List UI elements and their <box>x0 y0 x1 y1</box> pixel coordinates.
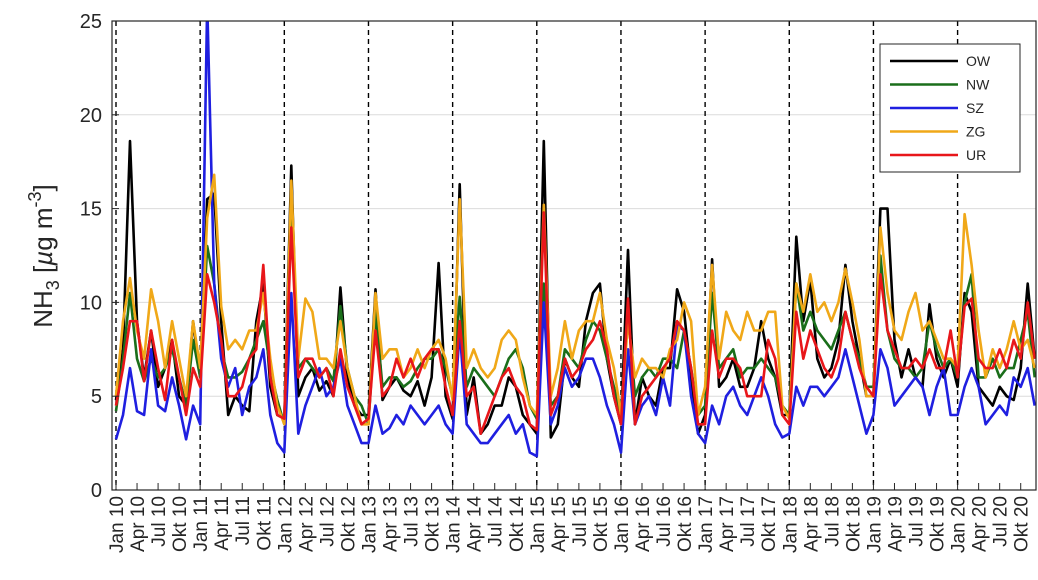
y-tick-label: 15 <box>80 199 102 221</box>
legend-label-ow: OW <box>966 53 991 69</box>
x-tick-label: Jul 15 <box>570 496 591 547</box>
x-tick-label: Apr 10 <box>128 496 149 552</box>
x-tick-label: Jul 18 <box>822 496 843 547</box>
x-tick-label: Apr 17 <box>717 496 738 552</box>
x-tick-label: Okt 16 <box>675 496 696 552</box>
x-tick-label: Apr 18 <box>801 496 822 552</box>
x-tick-label: Jan 19 <box>864 496 885 553</box>
x-tick-label: Okt 18 <box>843 496 864 552</box>
x-tick-label: Okt 12 <box>338 496 359 552</box>
x-tick-label: Apr 13 <box>381 496 402 552</box>
x-tick-label: Apr 14 <box>465 496 486 552</box>
x-tick-label: Jan 16 <box>612 496 633 553</box>
series-line-sz <box>114 21 1036 458</box>
y-tick-label: 10 <box>80 292 102 314</box>
x-tick-label: Apr 19 <box>885 496 906 552</box>
series-line-ur <box>114 211 1036 436</box>
x-tick-label: Jan 14 <box>444 496 465 553</box>
x-tick-label: Jul 16 <box>654 496 675 547</box>
x-tick-label: Jan 12 <box>275 496 296 553</box>
x-tick-label: Jul 13 <box>402 496 423 547</box>
x-tick-label: Okt 13 <box>423 496 444 552</box>
x-tick-label: Jan 11 <box>191 496 212 552</box>
x-tick-label: Okt 17 <box>759 496 780 552</box>
x-tick-label: Jul 17 <box>738 496 759 547</box>
y-axis-ticks: 0 5 10 15 20 25 <box>80 11 119 502</box>
legend-label-sz: SZ <box>966 100 984 116</box>
x-tick-label: Okt 14 <box>507 496 528 552</box>
x-tick-label: Jul 12 <box>317 496 338 547</box>
x-axis-ticks: Jan 10 Apr 10 Jul 10 Okt 10 Jan 11 Apr 11 Jul … <box>107 483 1033 553</box>
x-tick-label: Apr 15 <box>549 496 570 552</box>
x-tick-label: Apr 12 <box>296 496 317 552</box>
legend: OW NW SZ ZG UR <box>879 43 1021 173</box>
x-tick-label: Okt 10 <box>170 496 191 552</box>
x-tick-label: Jan 18 <box>780 496 801 553</box>
x-tick-label: Jul 19 <box>907 496 928 547</box>
y-axis-label: NH3 [µg m-3] <box>25 184 63 328</box>
legend-label-zg: ZG <box>966 124 985 140</box>
plot-frame <box>111 20 1037 491</box>
x-tick-label: Jan 20 <box>949 496 970 553</box>
x-tick-label: Jan 15 <box>528 496 549 553</box>
x-tick-label: Jul 10 <box>149 496 170 547</box>
x-tick-label: Jan 13 <box>359 496 380 553</box>
x-tick-label: Apr 16 <box>633 496 654 552</box>
y-tick-label: 5 <box>91 386 102 408</box>
legend-label-nw: NW <box>966 77 990 93</box>
x-tick-label: Okt 11 <box>254 496 275 551</box>
x-tick-label: Okt 15 <box>591 496 612 552</box>
y-tick-label: 25 <box>80 11 102 33</box>
data-series <box>114 21 1036 458</box>
x-tick-label: Jan 17 <box>696 496 717 553</box>
x-tick-label: Apr 11 <box>212 496 233 551</box>
legend-label-ur: UR <box>966 147 986 163</box>
x-tick-label: Okt 20 <box>1012 496 1033 552</box>
x-tick-label: Jan 10 <box>107 496 128 553</box>
y-tick-label: 20 <box>80 105 102 127</box>
x-tick-label: Jul 20 <box>991 496 1012 547</box>
y-tick-label: 0 <box>91 480 102 502</box>
x-tick-label: Jul 14 <box>486 496 507 547</box>
x-tick-label: Okt 19 <box>928 496 949 552</box>
x-tick-label: Apr 20 <box>970 496 991 552</box>
x-tick-label: Jul 11 <box>233 496 254 545</box>
